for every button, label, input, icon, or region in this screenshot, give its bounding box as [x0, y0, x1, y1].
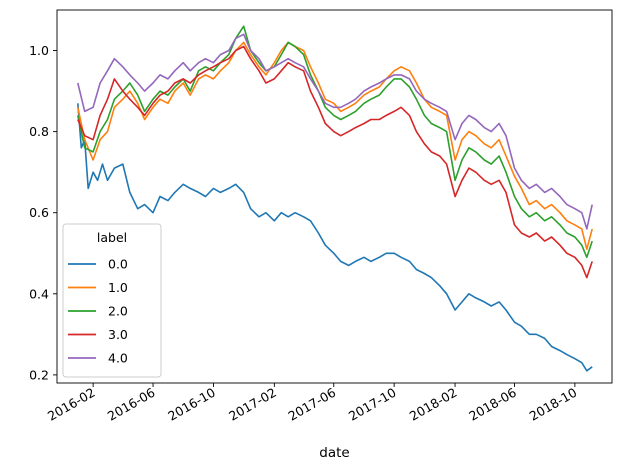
- x-tick-label: 2017-02: [226, 385, 279, 424]
- x-axis: 2016-02 2016-06 2016-10 2017-02 2017-06 2017-…: [45, 383, 579, 424]
- y-axis: 0.2 0.4 0.6 0.8 1.0: [29, 43, 57, 382]
- x-tick-label: 2018-06: [466, 385, 519, 424]
- series-line-3: [77, 45, 593, 279]
- legend-title: label: [97, 230, 127, 245]
- y-tick-label: 0.4: [29, 286, 49, 301]
- y-tick-label: 0.6: [29, 205, 49, 220]
- x-tick-label: 2016-02: [45, 385, 98, 424]
- x-tick-label: 2018-10: [527, 385, 580, 424]
- x-tick-label: 2017-10: [346, 385, 399, 424]
- series-line-1: [77, 41, 593, 250]
- series-line-0: [77, 103, 593, 372]
- y-tick-label: 0.8: [29, 124, 49, 139]
- x-tick-label: 2018-02: [407, 385, 460, 424]
- x-tick-label: 2016-10: [165, 385, 218, 424]
- series-layer: [77, 25, 593, 372]
- x-tick-label: 2016-06: [105, 385, 158, 424]
- series-line-2: [77, 25, 593, 259]
- legend-label-0: 0.0: [108, 257, 128, 272]
- legend-label-4: 4.0: [108, 351, 128, 366]
- legend: label 0.0 1.0 2.0 3.0 4.0: [62, 223, 162, 378]
- y-tick-label: 1.0: [29, 43, 49, 58]
- legend-label-1: 1.0: [108, 280, 128, 295]
- legend-label-2: 2.0: [108, 304, 128, 319]
- legend-box: [62, 223, 162, 378]
- y-tick-label: 0.2: [29, 367, 49, 382]
- x-tick-label: 2017-06: [286, 385, 339, 424]
- series-line-4: [77, 33, 593, 230]
- legend-label-3: 3.0: [108, 327, 128, 342]
- plot-frame: [56, 9, 613, 384]
- x-axis-title: date: [319, 445, 349, 461]
